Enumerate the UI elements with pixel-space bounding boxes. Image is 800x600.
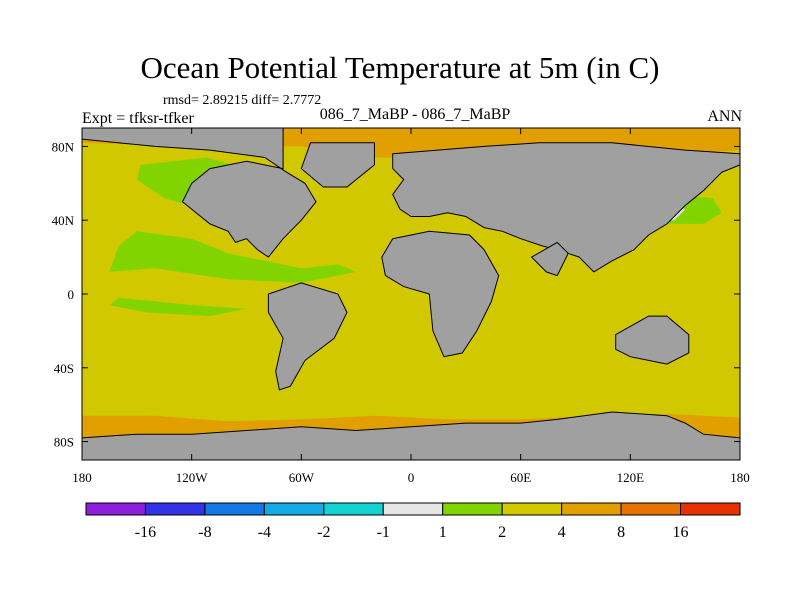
stats-label: rmsd= 2.89215 diff= 2.7772 — [163, 93, 322, 108]
colorbar-label: 16 — [673, 524, 689, 541]
colorbar: -16 -8 -4 -2 -1 1 2 4 8 16 — [85, 502, 741, 541]
case-label: 086_7_MaBP - 086_7_MaBP — [319, 106, 511, 123]
colorbar-swatch — [144, 502, 206, 516]
east-pacific-cool-zone — [109, 231, 357, 283]
colorbar-swatch — [680, 502, 741, 516]
colorbar-swatch — [382, 502, 444, 516]
colorbar-label: -4 — [258, 524, 271, 541]
lat-tick-label: 80N — [52, 139, 75, 154]
lat-tick-label: 40S — [54, 361, 74, 376]
lon-axis: 180 120W 60W 0 60E 120E 180 — [72, 128, 750, 485]
colorbar-label: -2 — [317, 524, 330, 541]
lon-tick-label: 120E — [617, 470, 645, 485]
north-america-landmass — [82, 128, 317, 258]
colorbar-swatch — [323, 502, 384, 516]
lat-tick-label: 0 — [68, 287, 75, 302]
lat-tick-label: 40N — [52, 213, 75, 228]
equatorial-cool-zone — [109, 297, 247, 317]
greenland-landmass — [300, 142, 375, 188]
experiment-label: Expt = tfksr-tfker — [82, 110, 194, 127]
africa-landmass — [381, 230, 500, 358]
page-title: Ocean Potential Temperature at 5m (in C) — [140, 50, 660, 85]
lon-tick-label: 0 — [408, 470, 415, 485]
antarctica-landmass — [82, 411, 740, 460]
colorbar-swatch — [620, 502, 682, 516]
australia-landmass — [615, 315, 690, 365]
colorbar-swatch — [561, 502, 622, 516]
colorbar-label: 2 — [498, 524, 506, 541]
season-label: ANN — [707, 108, 742, 125]
lon-tick-label: 120W — [176, 470, 209, 485]
colorbar-swatch — [442, 502, 503, 516]
lat-axis: 80N 40N 0 40S 80S — [52, 139, 740, 450]
eurasia-landmass — [392, 142, 740, 273]
land-layer — [82, 128, 740, 460]
india-landmass — [530, 241, 569, 277]
colorbar-swatch — [85, 502, 146, 516]
colorbar-label: -1 — [377, 524, 390, 541]
colorbar-label: 1 — [439, 524, 447, 541]
lon-tick-label: 60W — [289, 470, 315, 485]
south-america-landmass — [267, 282, 348, 391]
colorbar-swatch — [501, 502, 563, 516]
lat-tick-label: 80S — [54, 435, 74, 450]
colorbar-label: 4 — [558, 524, 566, 541]
lon-tick-label: 180 — [730, 470, 750, 485]
colorbar-label: -8 — [198, 524, 211, 541]
colorbar-swatch — [263, 502, 325, 516]
colorbar-swatch — [204, 502, 265, 516]
lon-tick-label: 60E — [510, 470, 531, 485]
colorbar-label: -16 — [135, 524, 156, 541]
lon-tick-label: 180 — [72, 470, 92, 485]
colorbar-label: 8 — [617, 524, 625, 541]
